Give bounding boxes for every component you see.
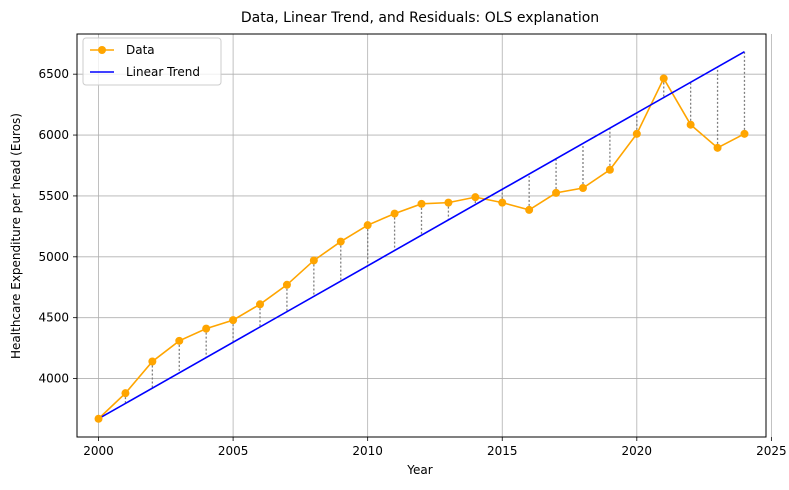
data-point [471, 193, 480, 202]
data-point [686, 120, 695, 129]
y-axis-label: Healthcare Expenditure per head (Euros) [9, 113, 23, 359]
data-point [552, 188, 561, 197]
x-tick-label: 2005 [218, 444, 249, 458]
legend-box [82, 37, 222, 86]
y-tick-label: 5500 [38, 189, 69, 203]
data-point [363, 221, 372, 230]
data-point [659, 74, 668, 83]
residuals [124, 51, 746, 404]
x-tick-label: 2025 [756, 444, 787, 458]
data-point [578, 184, 587, 193]
data-point [444, 198, 453, 207]
x-tick-label: 2015 [487, 444, 518, 458]
y-tick-label: 4500 [38, 311, 69, 325]
data-point [282, 280, 291, 289]
data-point [202, 324, 211, 333]
data-point [525, 205, 534, 214]
y-axis: 4000 4500 5000 5500 6000 6500 [38, 67, 77, 386]
trend-line [98, 50, 745, 420]
data-point [390, 209, 399, 218]
x-tick-label: 2010 [352, 444, 383, 458]
data-point [148, 357, 157, 366]
chart-title: Data, Linear Trend, and Residuals: OLS e… [241, 10, 599, 26]
data-point [632, 129, 641, 138]
data-point [121, 389, 130, 398]
data-point [309, 256, 318, 265]
legend: Data Linear Trend [82, 37, 222, 86]
legend-data-label: Data [126, 43, 155, 57]
data-point [175, 336, 184, 345]
y-tick-label: 6000 [38, 128, 69, 142]
data-point [417, 199, 426, 208]
x-tick-label: 2020 [622, 444, 653, 458]
x-axis-label: Year [406, 463, 432, 477]
y-tick-label: 6500 [38, 67, 69, 81]
legend-trend-label: Linear Trend [126, 65, 200, 79]
data-point [713, 143, 722, 152]
data-point [605, 165, 614, 174]
y-tick-label: 5000 [38, 250, 69, 264]
data-series-line [97, 76, 745, 420]
grid [77, 34, 772, 437]
y-tick-label: 4000 [38, 372, 69, 386]
data-point [740, 129, 749, 138]
data-point [336, 237, 345, 246]
x-tick-label: 2000 [83, 444, 114, 458]
legend-data-marker [98, 46, 106, 54]
data-point [229, 316, 238, 325]
data-point [256, 300, 265, 309]
series-layer [94, 50, 749, 423]
x-axis: 2000 2005 2010 2015 2020 2025 [83, 437, 787, 458]
data-point [94, 414, 103, 423]
plot-frame [76, 33, 767, 438]
data-point [498, 198, 507, 207]
